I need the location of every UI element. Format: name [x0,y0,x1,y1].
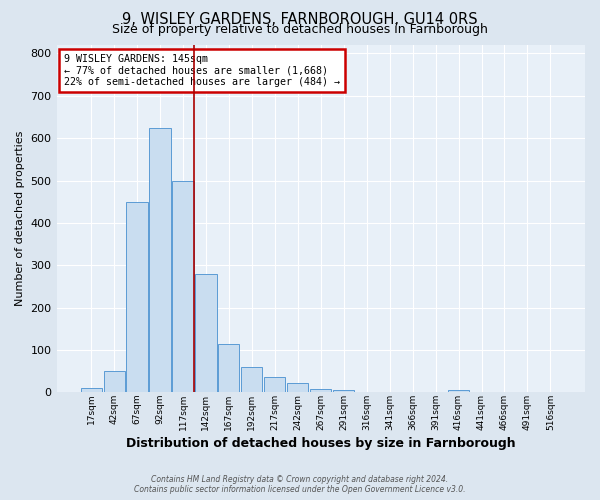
Text: Contains HM Land Registry data © Crown copyright and database right 2024.
Contai: Contains HM Land Registry data © Crown c… [134,474,466,494]
Bar [448,390,469,392]
Bar [241,367,262,392]
Bar [80,388,101,392]
Text: 9, WISLEY GARDENS, FARNBOROUGH, GU14 0RS: 9, WISLEY GARDENS, FARNBOROUGH, GU14 0RS [122,12,478,28]
Bar [196,274,217,392]
Bar [264,378,286,392]
Bar [218,344,239,392]
Bar [104,371,125,392]
Text: Size of property relative to detached houses in Farnborough: Size of property relative to detached ho… [112,22,488,36]
Bar [287,383,308,392]
Bar [127,202,148,392]
Bar [333,390,354,392]
Text: 9 WISLEY GARDENS: 145sqm
← 77% of detached houses are smaller (1,668)
22% of sem: 9 WISLEY GARDENS: 145sqm ← 77% of detach… [64,54,340,87]
Bar [172,180,194,392]
Y-axis label: Number of detached properties: Number of detached properties [15,131,25,306]
X-axis label: Distribution of detached houses by size in Farnborough: Distribution of detached houses by size … [126,437,515,450]
Bar [149,128,170,392]
Bar [310,389,331,392]
